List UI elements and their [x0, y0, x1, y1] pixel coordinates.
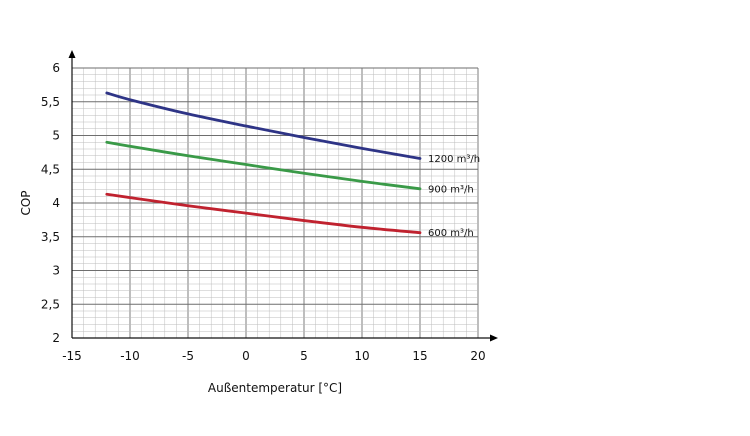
series-label: 900 m³/h [428, 184, 474, 195]
y-tick-label: 4,5 [41, 162, 60, 176]
x-tick-labels: -15 -10 -5 0 5 10 15 20 [62, 349, 485, 363]
series-line [105, 192, 422, 235]
series-label: 1200 m³/h [428, 154, 480, 165]
x-tick-label: -15 [62, 349, 82, 363]
y-tick-label: 6 [52, 61, 60, 75]
grid [71, 67, 479, 339]
series-labels: 1200 m³/h 900 m³/h 600 m³/h [428, 154, 480, 239]
x-tick-label: 15 [412, 349, 427, 363]
y-axis-arrow [68, 50, 76, 58]
x-tick-label: -10 [120, 349, 140, 363]
x-axis-title: Außentemperatur [°C] [208, 381, 342, 395]
y-tick-label: 4 [52, 196, 60, 210]
x-tick-label: 5 [300, 349, 308, 363]
y-tick-label: 2 [52, 331, 60, 345]
y-tick-label: 3,5 [41, 230, 60, 244]
x-tick-label: 10 [354, 349, 369, 363]
x-tick-label: 20 [470, 349, 485, 363]
y-tick-label: 3 [52, 264, 60, 278]
y-axis-title: COP [19, 190, 33, 215]
y-tick-label: 5 [52, 129, 60, 143]
series-lines [105, 91, 422, 235]
x-axis-arrow [490, 334, 498, 342]
y-tick-label: 5,5 [41, 95, 60, 109]
x-tick-label: -5 [182, 349, 194, 363]
series-label: 600 m³/h [428, 228, 474, 239]
y-tick-labels: 2 2,5 3 3,5 4 4,5 5 5,5 6 [41, 61, 60, 345]
y-tick-label: 2,5 [41, 297, 60, 311]
x-tick-label: 0 [242, 349, 250, 363]
series-line [105, 140, 422, 191]
series-line [105, 91, 422, 160]
axes [68, 50, 498, 342]
